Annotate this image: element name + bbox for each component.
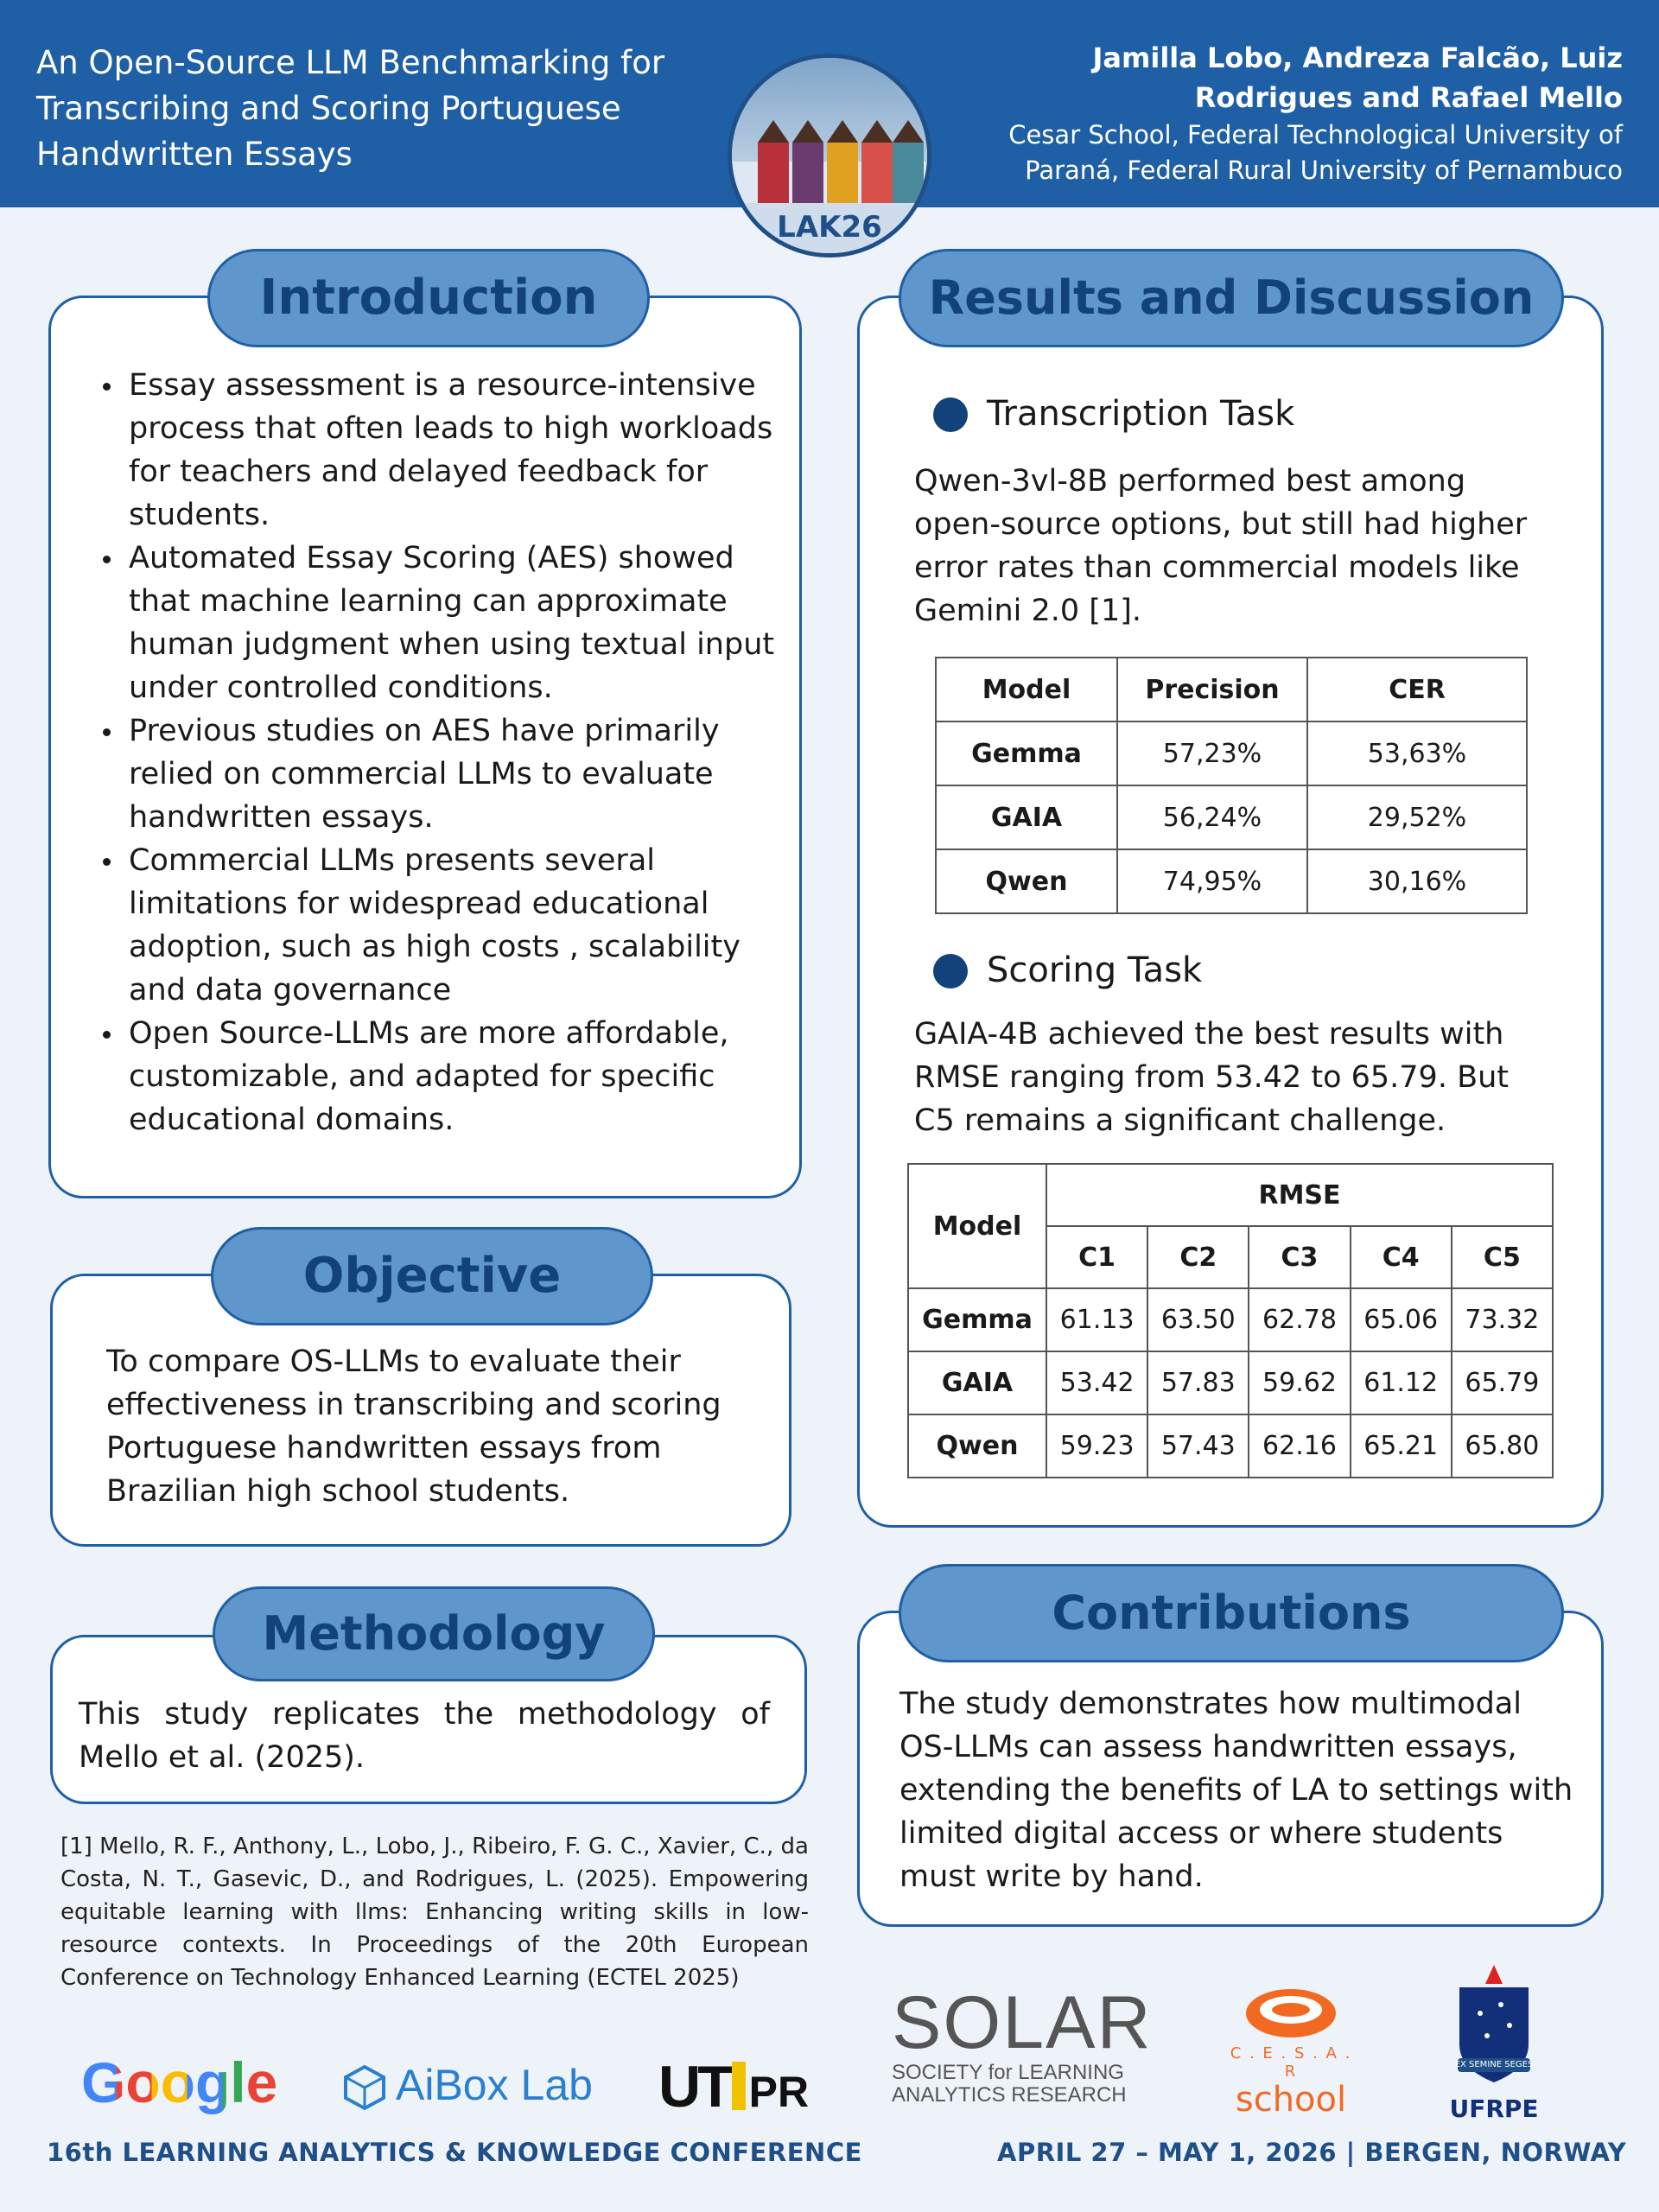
transcription-bullet-icon	[933, 397, 968, 432]
table-cell: 30,16%	[1306, 849, 1528, 914]
transcription-table: Model Precision CER Gemma 57,23% 53,63% …	[935, 657, 1528, 914]
table-cell: 61.12	[1349, 1351, 1452, 1415]
scoring-subheading: Scoring Task	[987, 950, 1203, 990]
poster-title: An Open-Source LLM Benchmarking for Tran…	[36, 44, 665, 173]
methodology-card: This study replicates the methodology of…	[50, 1635, 807, 1804]
contributions-heading: Contributions	[899, 1564, 1564, 1662]
table-cell: 57.43	[1147, 1414, 1250, 1478]
objective-heading: Objective	[211, 1227, 653, 1325]
intro-bullet: Automated Essay Scoring (AES) showed tha…	[96, 537, 787, 709]
scoring-text: GAIA-4B achieved the best results with R…	[914, 1017, 1509, 1138]
footer-conference: 16th LEARNING ANALYTICS & KNOWLEDGE CONF…	[47, 2138, 862, 2167]
lak26-logo: LAK26	[728, 54, 931, 257]
intro-bullet: Commercial LLMs presents several limitat…	[96, 839, 787, 1012]
scoring-bullet-icon	[933, 954, 968, 988]
transcription-subheading: Transcription Task	[987, 394, 1295, 434]
table-header: C2	[1147, 1225, 1250, 1289]
table-header: C1	[1045, 1225, 1149, 1289]
contributions-text: The study demonstrates how multimodal OS…	[899, 1687, 1573, 1894]
table-cell: 53,63%	[1306, 721, 1528, 786]
lak26-label: LAK26	[732, 203, 927, 253]
table-cell: 29,52%	[1306, 785, 1528, 850]
solar-sub2: ANALYTICS RESEARCH	[892, 2083, 1127, 2107]
introduction-heading: Introduction	[207, 249, 650, 347]
table-cell: 74,95%	[1116, 849, 1308, 914]
table-cell: 56,24%	[1116, 785, 1308, 850]
table-cell: Qwen	[907, 1414, 1047, 1478]
table-header: C5	[1450, 1225, 1554, 1289]
table-cell: 65.06	[1349, 1287, 1452, 1352]
table-header: CER	[1306, 657, 1528, 722]
table-header: Model	[907, 1163, 1047, 1289]
table-cell: 59.62	[1248, 1351, 1351, 1415]
utfpr-logo: UT PR	[658, 2053, 809, 2120]
poster-header: An Open-Source LLM Benchmarking for Tran…	[0, 0, 1659, 207]
objective-card: To compare OS-LLMs to evaluate their eff…	[50, 1274, 791, 1547]
table-cell: 62.16	[1248, 1414, 1351, 1478]
results-heading: Results and Discussion	[899, 249, 1564, 347]
table-cell: 63.50	[1147, 1287, 1250, 1352]
author-list: Jamilla Lobo, Andreza Falcão, Luiz Rodri…	[1092, 41, 1624, 114]
transcription-text: Qwen-3vl-8B performed best among open-so…	[914, 464, 1528, 628]
ufrpe-logo: EX SEMINE SEGES UFRPE	[1446, 1961, 1541, 2123]
solar-logo: SOLAR SOCIETY for LEARNING ANALYTICS RES…	[892, 1981, 1153, 2107]
ufrpe-motto: EX SEMINE SEGES	[1454, 2060, 1534, 2069]
table-cell: 65.21	[1349, 1414, 1452, 1478]
aibox-cube-icon	[344, 2064, 385, 2111]
ufrpe-shield-icon	[1458, 1965, 1530, 2082]
intro-bullet: Previous studies on AES have primarily r…	[96, 709, 787, 839]
google-logo-text: Google	[81, 2050, 278, 2114]
table-header: C4	[1349, 1225, 1452, 1289]
solar-main: SOLAR	[892, 1981, 1153, 2064]
table-cell: Gemma	[907, 1287, 1047, 1352]
google-logo: Google	[81, 2050, 277, 2115]
intro-bullet: Essay assessment is a resource-intensive…	[96, 364, 787, 537]
table-cell: 61.13	[1045, 1287, 1149, 1352]
table-cell: 57,23%	[1116, 721, 1308, 786]
utfpr-text-b: PR	[748, 2068, 810, 2116]
table-cell: 53.42	[1045, 1351, 1149, 1415]
ufrpe-text: UFRPE	[1449, 2094, 1539, 2123]
contributions-card: The study demonstrates how multimodal OS…	[857, 1611, 1604, 1927]
table-cell: 59.23	[1045, 1414, 1149, 1478]
solar-sub1: SOCIETY for LEARNING	[892, 2061, 1124, 2084]
introduction-card: Essay assessment is a resource-intensive…	[48, 296, 802, 1198]
cesar-logo: C . E . S . A . R school	[1222, 1986, 1360, 2119]
table-cell: 65.80	[1450, 1414, 1554, 1478]
intro-bullet: Open Source-LLMs are more affordable, cu…	[96, 1012, 787, 1141]
utfpr-text-a: UT	[658, 2054, 734, 2120]
cesar-target-icon	[1246, 1989, 1336, 2037]
methodology-heading: Methodology	[213, 1586, 655, 1681]
table-cell: 57.83	[1147, 1351, 1250, 1415]
table-header: Model	[935, 657, 1118, 722]
table-cell: 65.79	[1450, 1351, 1554, 1415]
methodology-text: This study replicates the methodology of…	[79, 1697, 770, 1775]
aibox-text: AiBox Lab	[396, 2061, 593, 2109]
table-cell: 62.78	[1248, 1287, 1351, 1352]
table-cell: Qwen	[935, 849, 1118, 914]
table-cell: GAIA	[907, 1351, 1047, 1415]
scoring-table: Model RMSE C1 C2 C3 C4 C5 Gemma 61.13 63…	[907, 1163, 1554, 1478]
table-cell: Gemma	[935, 721, 1118, 786]
table-cell: 73.32	[1450, 1287, 1554, 1352]
table-cell: GAIA	[935, 785, 1118, 850]
table-header: RMSE	[1046, 1163, 1554, 1227]
cesar-top-text: C . E . S . A . R	[1230, 2044, 1352, 2081]
affiliations: Cesar School, Federal Technological Univ…	[1008, 120, 1623, 185]
footer-date-location: APRIL 27 – MAY 1, 2026 | BERGEN, NORWAY	[997, 2138, 1627, 2167]
table-header: C3	[1248, 1225, 1351, 1289]
reference-text: [1] Mello, R. F., Anthony, L., Lobo, J.,…	[60, 1834, 809, 1991]
objective-text: To compare OS-LLMs to evaluate their eff…	[106, 1344, 721, 1509]
cesar-bottom-text: school	[1235, 2080, 1347, 2120]
table-header: Precision	[1116, 657, 1308, 722]
